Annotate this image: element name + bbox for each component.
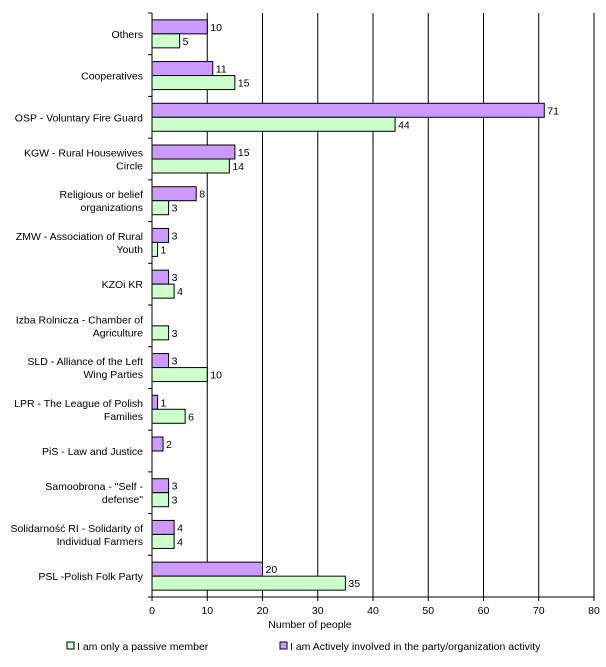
bar-active [151, 561, 263, 577]
bar-active [151, 436, 164, 452]
data-label: 3 [172, 230, 178, 242]
bar-active [151, 394, 159, 410]
data-label: 14 [232, 161, 244, 173]
data-label: 3 [172, 481, 178, 493]
category-label: KZOi KR [102, 279, 144, 291]
bar-passive [151, 325, 170, 341]
bar-passive [151, 533, 175, 549]
grid-lines [206, 13, 595, 597]
data-label: 6 [188, 411, 194, 423]
data-label: 3 [172, 495, 178, 507]
category-label: PiS - Law and Justice [42, 446, 143, 458]
x-tick-label: 0 [149, 605, 155, 617]
data-label: 8 [199, 189, 205, 201]
category-label: Samoobrona - "Self -defense" [45, 481, 143, 506]
data-label: 3 [172, 328, 178, 340]
bar-active [151, 353, 170, 369]
bar-active [151, 519, 175, 535]
bar-passive [151, 367, 208, 383]
bar-active [151, 19, 208, 35]
data-label: 11 [216, 64, 227, 76]
category-label: LPR - The League of Polish Families [14, 398, 143, 423]
x-tick-label: 20 [257, 605, 269, 617]
bar-active [151, 144, 236, 160]
data-label: 15 [238, 78, 250, 90]
x-tick-label: 40 [367, 605, 379, 617]
bar-active [151, 186, 197, 202]
data-label: 71 [547, 105, 559, 117]
data-label: 10 [210, 370, 222, 382]
legend-swatch [279, 641, 288, 650]
category-label: Izba Rolnicza - Chamber of Agriculture [16, 314, 143, 339]
category-label: Others [111, 29, 143, 41]
data-label: 1 [161, 244, 167, 256]
bar-passive [151, 33, 181, 49]
data-label: 5 [183, 36, 189, 48]
x-axis-title: Number of people [268, 619, 352, 631]
bar-active [151, 102, 545, 118]
data-label: 44 [398, 119, 410, 131]
x-tick-label: 70 [533, 605, 545, 617]
bar-passive [151, 116, 396, 132]
data-label: 3 [172, 272, 178, 284]
data-label: 35 [348, 578, 360, 590]
bar-passive [151, 408, 186, 424]
legend-swatch [66, 641, 75, 650]
bar-active [151, 61, 214, 77]
bar-passive [151, 575, 346, 591]
data-label: 15 [238, 147, 250, 159]
x-tick-label: 10 [201, 605, 213, 617]
bar-active [151, 227, 170, 243]
category-label: OSP - Voluntary Fire Guard [15, 112, 143, 124]
legend-label: I am only a passive member [77, 641, 209, 653]
axes [148, 12, 595, 601]
data-label: 3 [172, 356, 178, 368]
data-label: 10 [210, 22, 222, 34]
bar-passive [151, 200, 170, 216]
bar-active [151, 478, 170, 494]
bar-passive [151, 241, 159, 257]
data-label: 2 [166, 439, 172, 451]
data-label: 3 [172, 203, 178, 215]
bar-passive [151, 283, 175, 299]
category-label: PSL -Polish Folk Party [38, 571, 143, 583]
legend: I am only a passive member I am Actively … [66, 641, 541, 653]
data-label: 4 [177, 286, 183, 298]
x-tick-label: 80 [588, 605, 600, 617]
data-label: 20 [266, 564, 278, 576]
category-label: KGW - Rural Housewives Circle [24, 148, 143, 173]
data-label: 1 [161, 397, 167, 409]
bar-active [151, 269, 170, 285]
x-tick-label: 30 [312, 605, 324, 617]
category-label: Cooperatives [81, 71, 143, 83]
bar-passive [151, 75, 236, 91]
bars [151, 19, 545, 591]
category-label: ZMW - Association of Rural Youth [16, 231, 143, 256]
bar-passive [151, 158, 230, 174]
category-label: Solidarność RI - Solidarity of Individual… [11, 523, 144, 548]
data-label: 4 [177, 536, 183, 548]
x-tick-label: 60 [478, 605, 490, 617]
x-tick-label: 50 [422, 605, 434, 617]
bar-passive [151, 492, 170, 508]
legend-label: I am Actively involved in the party/orga… [290, 641, 541, 653]
category-label: Religious or belief organizations [60, 189, 144, 214]
category-label: SLD - Alliance of the Left Wing Parties [27, 356, 143, 381]
data-label: 4 [177, 522, 183, 534]
